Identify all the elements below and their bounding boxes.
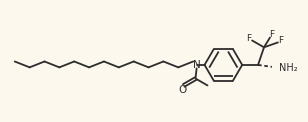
Text: O: O <box>179 85 187 95</box>
Text: F: F <box>278 36 283 45</box>
Text: F: F <box>270 30 274 39</box>
Text: F: F <box>247 34 252 43</box>
Text: NH₂: NH₂ <box>279 63 298 73</box>
Text: N: N <box>193 60 201 70</box>
